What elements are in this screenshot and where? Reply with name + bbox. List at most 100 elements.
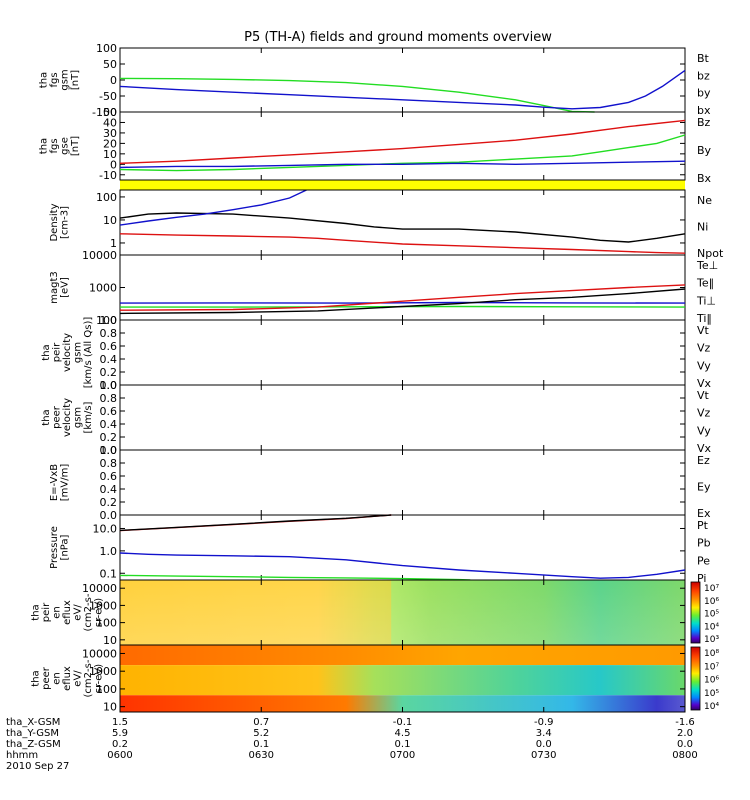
x-axis-value: -0.9 bbox=[534, 717, 554, 728]
x-axis-row-label: tha_X-GSM bbox=[6, 717, 60, 728]
y-axis-label-line: velocity bbox=[62, 333, 73, 372]
y-axis-label-line: eflux bbox=[62, 600, 73, 625]
y-tick-label: 100 bbox=[96, 314, 117, 327]
y-axis-label: tha fgs gse [nT] bbox=[38, 136, 81, 156]
y-axis-label-line: en bbox=[52, 606, 63, 619]
colorbar-tick-label: 10⁷ bbox=[704, 662, 719, 672]
colorbar-tick-label: 10⁶ bbox=[704, 676, 719, 686]
legend-entry: Bt bbox=[697, 52, 710, 65]
y-tick-label: 0.8 bbox=[100, 457, 118, 470]
y-axis-label-line: peer bbox=[52, 405, 63, 429]
x-axis-value: 5.9 bbox=[112, 728, 128, 739]
y-tick-label: 30 bbox=[103, 127, 117, 140]
y-tick-label: 0.1 bbox=[100, 567, 118, 580]
panel-frame bbox=[119, 384, 686, 451]
legend-entry: Npot bbox=[697, 247, 724, 260]
y-tick-label: 0.4 bbox=[100, 418, 118, 431]
y-tick-label: 1.0 bbox=[100, 379, 118, 392]
y-axis-label-line: (cm2-s- bbox=[83, 659, 94, 697]
y-tick-label: 0.8 bbox=[100, 327, 118, 340]
legend-entry: Bz bbox=[697, 116, 711, 129]
spectrogram-peer-mid bbox=[120, 665, 685, 696]
legend-entry: Pe bbox=[697, 554, 710, 567]
y-tick-label: 1.0 bbox=[100, 545, 118, 558]
legend-entry: by bbox=[697, 87, 711, 100]
x-axis-value: 0630 bbox=[249, 750, 274, 761]
panel-frame bbox=[119, 449, 686, 516]
legend-entry: Ez bbox=[697, 454, 710, 467]
status-bar bbox=[120, 180, 685, 190]
y-tick-label: 0.2 bbox=[100, 366, 118, 379]
legend-entry: Ne bbox=[697, 194, 712, 207]
legend-entry: Vy bbox=[697, 424, 711, 437]
y-axis-label-line: [nT] bbox=[70, 70, 81, 90]
y-axis-label-line: eflux bbox=[62, 666, 73, 691]
y-axis-label: Density [cm-3] bbox=[49, 203, 71, 241]
y-axis-label: magt3 [eV] bbox=[49, 271, 71, 304]
x-axis-value: -1.6 bbox=[675, 717, 695, 728]
y-tick-label: 10000 bbox=[82, 249, 117, 262]
x-axis-value: 0700 bbox=[390, 750, 415, 761]
y-tick-label: 0.6 bbox=[100, 340, 118, 353]
y-tick-label: -10 bbox=[99, 169, 117, 182]
y-axis-label-line: tha bbox=[31, 604, 42, 620]
y-axis-label-line: gse bbox=[59, 137, 70, 155]
colorbar-tick-label: 10⁶ bbox=[704, 597, 719, 607]
series-line-Te‖ bbox=[119, 288, 686, 315]
panel-pressure: 10.0 1.0 0.1 Pressure [nPa] Pt Pb Pe Pi bbox=[49, 514, 711, 585]
y-axis-label-line: [nT] bbox=[70, 136, 81, 156]
y-axis-label: E=-VxB [mV/m] bbox=[49, 464, 71, 502]
y-axis-label-line: peir bbox=[41, 602, 52, 622]
y-axis-label-line: sr-eV) bbox=[94, 664, 105, 693]
y-axis-label-line: tha bbox=[38, 72, 49, 88]
y-axis-label-line: (cm2-s- bbox=[83, 593, 94, 631]
y-tick-label: 1.0 bbox=[100, 444, 118, 457]
legend-entry: Ti⊥ bbox=[696, 294, 716, 307]
legend-entry: Bx bbox=[697, 172, 712, 185]
x-axis-value: 5.2 bbox=[253, 728, 269, 739]
y-axis-label: tha peir velocity gsm [km/s (All Qs)] bbox=[41, 317, 94, 389]
legend-entry: Pt bbox=[697, 519, 709, 532]
series-line-Bx bbox=[119, 160, 686, 169]
x-axis-value: 3.4 bbox=[536, 728, 552, 739]
y-tick-label: 0.6 bbox=[100, 405, 118, 418]
y-axis-label: tha peer en eflux eV/(cm2-s-sr-eV) bbox=[31, 659, 105, 697]
y-tick-label: 0.8 bbox=[100, 392, 118, 405]
y-axis-label: Pressure [nPa] bbox=[49, 526, 71, 569]
panel-frame bbox=[119, 514, 686, 581]
y-axis-label-line: eV/ bbox=[73, 670, 84, 687]
y-tick-label: 0.2 bbox=[100, 496, 118, 509]
y-axis-label-line: tha bbox=[41, 344, 52, 360]
colorbar-peir_spec: 10⁷ 10⁶ 10⁵ 10⁴ 10³ bbox=[690, 581, 719, 645]
panel-density: 100 10 1 Density [cm-3] Ne Ni Npot bbox=[49, 189, 724, 260]
x-axis-value: 0730 bbox=[531, 750, 556, 761]
series-line-Ne bbox=[119, 233, 686, 254]
legend-entry: Ti‖ bbox=[696, 312, 712, 325]
panel-frame bbox=[119, 319, 686, 386]
x-axis-row-label: tha_Y-GSM bbox=[6, 728, 59, 739]
y-tick-label: 1.0 bbox=[100, 314, 118, 327]
y-axis-label-line: gsm bbox=[59, 69, 70, 90]
panel-peir_spec: 10⁷ 10⁶ 10⁵ 10⁴ 10³ 10000 1000 100 10 tha peir en ef… bbox=[31, 579, 719, 647]
y-tick-label: 10 bbox=[103, 634, 117, 647]
y-tick-label: 10 bbox=[103, 148, 117, 161]
y-tick-label: 0 bbox=[110, 158, 117, 171]
panel-magt3: 10000 1000 100 magt3 [eV] Te⊥ Te‖ Ti⊥ Ti‖ bbox=[49, 249, 718, 327]
x-axis-row-label: 2010 Sep 27 bbox=[6, 761, 69, 772]
legend-entry: Vz bbox=[697, 342, 711, 355]
y-tick-label: 0.0 bbox=[100, 509, 118, 522]
x-axis-value: 1.5 bbox=[112, 717, 128, 728]
y-tick-label: 1 bbox=[110, 237, 117, 250]
colorbar-tick-label: 10⁵ bbox=[704, 689, 719, 699]
y-axis-label-line: Pressure bbox=[49, 526, 60, 569]
x-axis-value: 0.2 bbox=[112, 739, 128, 750]
y-axis-label-line: Density bbox=[49, 203, 60, 241]
legend-entry: Pb bbox=[697, 537, 711, 550]
legend-entry: Ey bbox=[697, 481, 711, 494]
x-axis-value: 0.0 bbox=[536, 739, 552, 750]
x-axis-value: 2.0 bbox=[677, 728, 693, 739]
